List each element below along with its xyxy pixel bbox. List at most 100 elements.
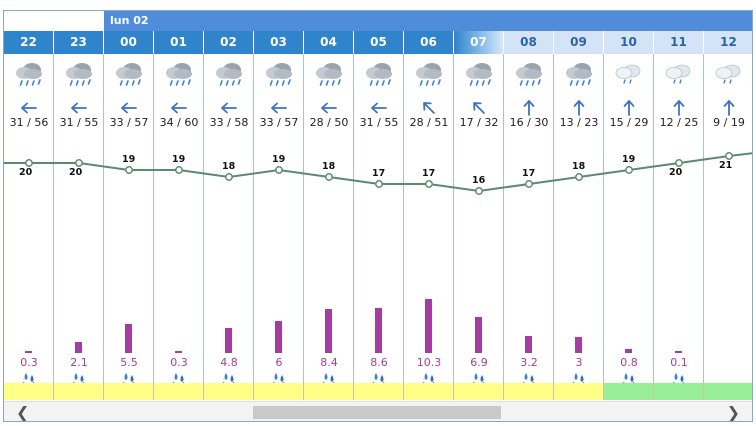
wind-direction-arrow-icon: [119, 99, 139, 117]
wind-direction-arrow-icon: [369, 99, 389, 117]
temperature-label: 19: [122, 154, 135, 165]
temperature-point: [675, 159, 683, 167]
temperature-label: 19: [272, 154, 285, 165]
hour-label: 05: [354, 31, 404, 54]
temperature-label: 20: [19, 167, 33, 178]
temperature-label: 20: [669, 167, 683, 178]
wind-direction-arrow-icon: [419, 99, 439, 117]
temperature-point: [725, 152, 733, 160]
rain-bar: [525, 336, 532, 353]
wind-speed-gust: 9 / 19: [713, 116, 745, 129]
hour-column: 02 33 / 58 4.8: [204, 31, 254, 385]
cloudy-drizzle-icon: [713, 60, 745, 88]
hour-label: 01: [154, 31, 204, 54]
horizontal-scrollbar[interactable]: ❮ ❯: [4, 401, 752, 422]
rain-bar: [475, 317, 482, 353]
wind-speed-gust: 33 / 57: [109, 116, 149, 129]
rain-amount: 6: [275, 356, 283, 369]
rain-amount: 8.4: [320, 356, 338, 369]
temperature-point: [475, 187, 483, 195]
rain-amount: 4.8: [220, 356, 238, 369]
wind-speed-gust: 17 / 32: [459, 116, 499, 129]
rain-drops-icon: [221, 369, 237, 385]
rain-drops-icon: [171, 369, 187, 385]
hour-column: 10 15 / 29 0.8: [604, 31, 654, 385]
strip-cell: [154, 383, 204, 400]
strip-cell: [304, 383, 354, 400]
wind-direction-arrow-icon: [469, 99, 489, 117]
rain-bar: [175, 351, 182, 353]
scroll-thumb[interactable]: [253, 406, 501, 419]
hour-column: 11 12 / 25 0.1: [654, 31, 704, 385]
hour-column: 23 31 / 55 2.1: [54, 31, 104, 385]
strip-cell: [254, 383, 304, 400]
rain-drops-icon: [21, 369, 37, 385]
rain-amount: 0.8: [620, 356, 638, 369]
temperature-point: [275, 166, 283, 174]
rain-bar: [675, 351, 682, 353]
temperature-point: [225, 173, 233, 181]
temperature-point: [575, 173, 583, 181]
temperature-point: [525, 180, 533, 188]
temperature-label: 18: [322, 161, 336, 172]
wind-direction-arrow-icon: [219, 99, 239, 117]
rain-amount: 3.2: [520, 356, 538, 369]
wind-direction-arrow-icon: [19, 99, 39, 117]
temperature-point: [125, 166, 133, 174]
rain-drops-icon: [71, 369, 87, 385]
chevron-left-icon[interactable]: ❮: [16, 403, 30, 422]
temperature-point: [75, 159, 83, 167]
rain-bar: [275, 321, 282, 353]
hour-label: 04: [304, 31, 354, 54]
temperature-point: [375, 180, 383, 188]
rain-drops-icon: [421, 369, 437, 385]
hourly-forecast-widget: lun 02 22 31 / 56 0.3 23 31 / 55 2.1 00 33 / 57…: [3, 10, 753, 422]
rain-bar: [325, 309, 332, 353]
cloudy-drizzle-icon: [613, 60, 645, 88]
wind-speed-gust: 15 / 29: [609, 116, 649, 129]
hour-label: 08: [504, 31, 554, 54]
rain-cloud-icon: [63, 60, 95, 88]
wind-direction-arrow-icon: [719, 99, 739, 117]
wind-direction-arrow-icon: [319, 99, 339, 117]
temperature-point: [625, 166, 633, 174]
wind-speed-gust: 34 / 60: [159, 116, 199, 129]
rain-amount: 3: [575, 356, 583, 369]
temperature-point: [425, 180, 433, 188]
day-band-spacer: [4, 11, 104, 31]
hour-label: 12: [704, 31, 752, 54]
day-label: lun 02: [110, 14, 149, 27]
strip-cell: [204, 383, 254, 400]
hour-column: 06 28 / 51 10.3: [404, 31, 454, 385]
rain-bar: [425, 299, 432, 353]
rain-bar: [225, 328, 232, 353]
hour-label: 09: [554, 31, 604, 54]
hour-label: 22: [4, 31, 54, 54]
chevron-right-icon[interactable]: ❯: [726, 403, 740, 422]
rain-bar: [25, 351, 32, 353]
temperature-label: 19: [172, 154, 185, 165]
temperature-line-chart: 20 20 19 19 18 19 18 17 17 16 17 18 19 20 21: [4, 152, 752, 195]
rain-cloud-icon: [313, 60, 345, 88]
hour-columns: 22 31 / 56 0.3 23 31 / 55 2.1 00 33 / 57 5.5 01 34…: [4, 31, 752, 385]
day-band-fill: [104, 11, 752, 31]
hour-column: 05 31 / 55 8.6: [354, 31, 404, 385]
strip-cell: [454, 383, 504, 400]
wind-speed-gust: 31 / 55: [359, 116, 399, 129]
wind-direction-arrow-icon: [619, 99, 639, 117]
cloudy-drizzle-icon: [663, 60, 695, 88]
hour-column: 04 28 / 50 8.4: [304, 31, 354, 385]
temperature-point: [325, 173, 333, 181]
wind-direction-arrow-icon: [69, 99, 89, 117]
wind-speed-gust: 16 / 30: [509, 116, 549, 129]
hour-label: 23: [54, 31, 104, 54]
hour-column: 09 13 / 23 3: [554, 31, 604, 385]
rain-drops-icon: [321, 369, 337, 385]
hour-label: 07: [454, 31, 504, 54]
wind-direction-arrow-icon: [669, 99, 689, 117]
strip-cell: [54, 383, 104, 400]
temperature-point: [175, 166, 183, 174]
hour-label: 11: [654, 31, 704, 54]
temperature-label: 19: [622, 154, 635, 165]
wind-direction-arrow-icon: [519, 99, 539, 117]
